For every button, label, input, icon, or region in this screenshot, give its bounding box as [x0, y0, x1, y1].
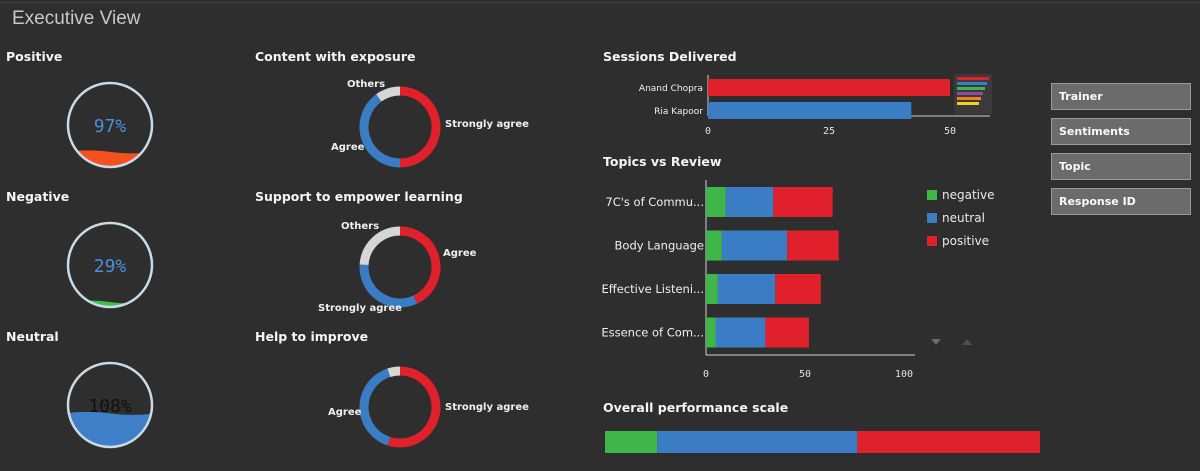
donut-title-empower: Support to empower learning	[255, 189, 463, 204]
overall-segment-negative	[605, 431, 658, 453]
topics-tick-label: 100	[895, 369, 913, 380]
topics-bar-positive	[773, 187, 833, 217]
sessions-tick-label: 0	[705, 126, 711, 137]
topics-bar-negative	[706, 274, 718, 304]
filter-topic[interactable]: Topic	[1051, 153, 1191, 180]
gauge-label-positive: Positive	[6, 49, 63, 64]
donut1-label-agree: Agree	[443, 248, 477, 259]
topics-bar-negative	[706, 230, 722, 261]
sessions-bar	[708, 79, 950, 96]
topics-bar-positive	[765, 317, 809, 348]
minimap-bar	[957, 102, 979, 105]
gauge-label-negative: Negative	[6, 189, 70, 204]
overall-performance-bar[interactable]	[605, 431, 1041, 453]
gauge-fill	[68, 150, 152, 167]
sessions-tick-label: 50	[944, 126, 956, 137]
topics-title: Topics vs Review	[603, 154, 722, 169]
gauge-value-text: 29%	[94, 256, 127, 277]
topics-bar-negative	[706, 187, 726, 217]
sessions-tick-label: 25	[823, 126, 835, 137]
gauge-ring	[66, 221, 154, 309]
gauge-label-neutral: Neutral	[6, 329, 59, 344]
topics-bar-positive	[787, 230, 839, 261]
top-divider	[0, 2, 1200, 3]
donut-improve[interactable]	[355, 362, 445, 452]
overall-title: Overall performance scale	[603, 400, 789, 415]
topics-bar-neutral	[715, 317, 766, 348]
minimap-bar	[957, 92, 983, 95]
minimap-bar	[957, 77, 989, 80]
minimap-bar	[957, 87, 985, 90]
gauge-face	[68, 223, 152, 307]
donut-exposure[interactable]	[355, 82, 445, 172]
donut0-label-others: Others	[347, 79, 386, 90]
legend-swatch-neutral	[927, 213, 937, 223]
legend-neutral[interactable]: neutral	[942, 211, 985, 225]
minimap-bar	[957, 82, 987, 85]
donut-segment-others	[376, 86, 401, 102]
donut2-label-strongly-agree: Strongly agree	[445, 402, 529, 413]
legend-scroll-arrows[interactable]	[930, 337, 975, 349]
topics-category-label: 7C's of Commu...	[605, 195, 704, 209]
filter-sentiments[interactable]: Sentiments	[1051, 118, 1191, 145]
sessions-title: Sessions Delivered	[603, 49, 737, 64]
topics-category-label: Body Language	[615, 239, 704, 253]
topics-bar-negative	[706, 317, 716, 348]
overall-segment-neutral	[657, 431, 858, 453]
donut-segment-others	[359, 226, 401, 266]
donut-title-exposure: Content with exposure	[255, 49, 416, 64]
topics-bar-neutral	[721, 230, 788, 261]
sessions-bar	[708, 102, 912, 119]
donut-empower[interactable]	[355, 222, 445, 312]
legend-positive[interactable]: positive	[942, 234, 990, 248]
scroll-down-arrow-icon	[931, 339, 941, 345]
donut-segment-strongly-agree	[359, 264, 418, 308]
gauge-neutral[interactable]: 108%	[55, 350, 165, 460]
topics-bar-positive	[775, 274, 821, 304]
donut2-label-agree: Agree	[328, 407, 362, 418]
gauge-face	[68, 83, 152, 167]
legend-negative[interactable]: negative	[942, 188, 995, 202]
gauge-ring	[66, 81, 154, 169]
filter-response-id[interactable]: Response ID	[1051, 188, 1191, 215]
topics-category-label: Effective Listeni...	[602, 282, 704, 296]
topics-tick-label: 50	[799, 369, 811, 380]
gauge-ring	[66, 361, 154, 449]
gauge-value-text: 97%	[94, 116, 127, 137]
donut1-label-others: Others	[341, 221, 380, 232]
donut-segment-agree	[359, 368, 391, 446]
donut-segment-strongly-agree	[399, 86, 441, 168]
topics-bar-neutral	[717, 274, 776, 304]
gauge-positive[interactable]: 97%	[55, 70, 165, 180]
topics-chart[interactable]: 7C's of Commu... Body Language Effective L…	[600, 175, 930, 385]
legend-swatch-negative	[927, 190, 937, 200]
sessions-category-label: Anand Chopra	[639, 84, 703, 94]
topics-category-label: Essence of Com...	[601, 326, 704, 340]
gauge-negative[interactable]: 29%	[55, 210, 165, 320]
page-title: Executive View	[12, 8, 141, 29]
donut-title-improve: Help to improve	[255, 329, 369, 344]
donut0-label-strongly-agree: Strongly agree	[445, 119, 529, 130]
overall-segment-positive	[857, 431, 1040, 453]
donut-segment-agree	[359, 94, 401, 168]
donut-segment-strongly-agree	[387, 366, 441, 448]
topics-bar-neutral	[725, 187, 774, 217]
gauge-value-text: 108%	[88, 396, 132, 417]
donut0-label-agree: Agree	[331, 142, 365, 153]
legend-swatch-positive	[927, 236, 937, 246]
filter-trainer[interactable]: Trainer	[1051, 83, 1191, 110]
minimap-bar	[957, 97, 981, 100]
donut-segment-agree	[399, 226, 441, 304]
scroll-up-arrow-icon	[962, 339, 972, 345]
topics-tick-label: 0	[703, 369, 709, 380]
donut1-label-strongly-agree: Strongly agree	[318, 303, 402, 314]
donut-segment-others	[387, 366, 401, 378]
sessions-category-label: Ria Kapoor	[654, 107, 703, 117]
